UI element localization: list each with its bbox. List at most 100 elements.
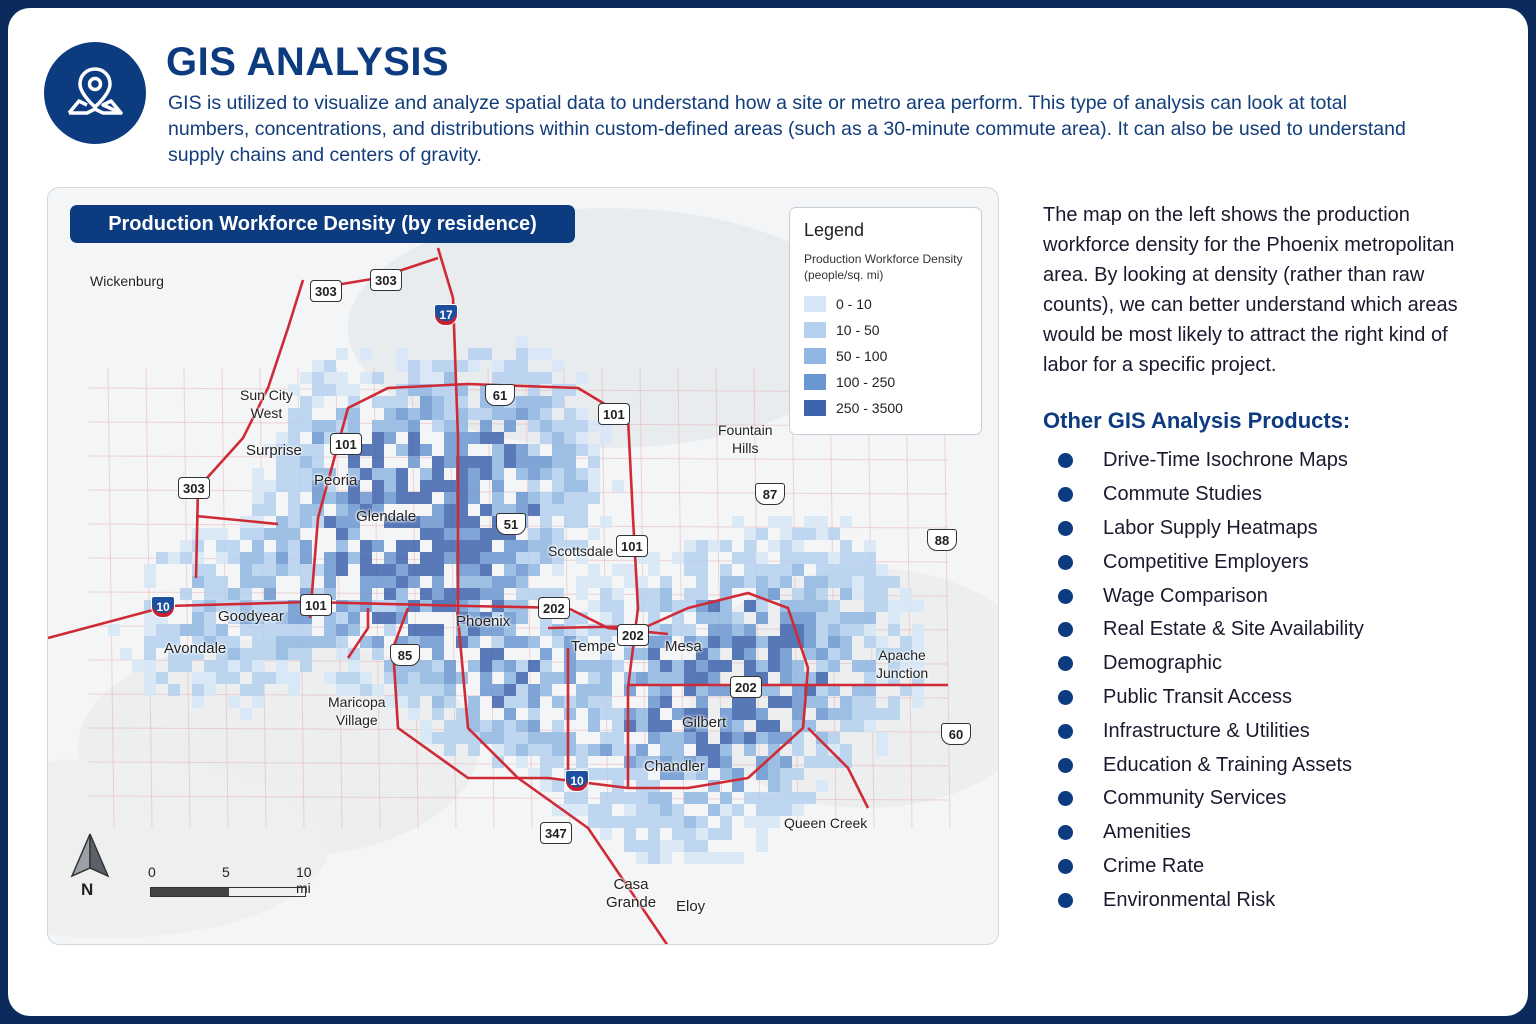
density-cell	[648, 672, 660, 684]
bullet-icon	[1058, 858, 1073, 874]
density-cell	[444, 684, 456, 696]
density-cell	[648, 792, 660, 804]
density-cell	[672, 744, 684, 756]
density-cell	[828, 708, 840, 720]
density-cell	[744, 708, 756, 720]
legend-swatch	[804, 322, 826, 338]
density-cell	[528, 564, 540, 576]
density-cell	[180, 540, 192, 552]
density-cell	[264, 612, 276, 624]
map-canvas[interactable]	[48, 188, 999, 945]
density-cell	[588, 708, 600, 720]
density-cell	[552, 456, 564, 468]
density-cell	[828, 528, 840, 540]
density-cell	[516, 588, 528, 600]
density-cell	[672, 552, 684, 564]
density-cell	[348, 624, 360, 636]
highway-line	[391, 591, 810, 790]
density-cell	[372, 456, 384, 468]
density-cell	[252, 468, 264, 480]
density-cell	[216, 528, 228, 540]
density-cell	[516, 564, 528, 576]
density-cell	[516, 444, 528, 456]
density-cell	[144, 660, 156, 672]
density-cell	[216, 648, 228, 660]
density-cell	[516, 756, 528, 768]
density-cell	[660, 672, 672, 684]
density-cell	[552, 564, 564, 576]
legend-label: 100 - 250	[836, 374, 896, 390]
density-cell	[876, 636, 888, 648]
density-cell	[420, 444, 432, 456]
density-cell	[600, 816, 612, 828]
density-cell	[804, 600, 816, 612]
density-cell	[408, 576, 420, 588]
density-cell	[300, 576, 312, 588]
density-cell	[240, 684, 252, 696]
intro-text: GIS is utilized to visualize and analyze…	[168, 92, 1406, 166]
density-cell	[420, 636, 432, 648]
density-cell	[216, 552, 228, 564]
map-panel[interactable]: Production Workforce Density (by residen…	[47, 187, 999, 945]
density-cell	[732, 768, 744, 780]
products-title: Other GIS Analysis Products:	[1043, 408, 1351, 433]
density-cell	[576, 372, 588, 384]
density-cell	[192, 612, 204, 624]
density-cell	[648, 564, 660, 576]
density-cell	[168, 552, 180, 564]
density-cell	[384, 612, 396, 624]
density-cell	[432, 372, 444, 384]
density-cell	[444, 696, 456, 708]
density-cell	[480, 348, 492, 360]
page-title: GIS ANALYSIS	[166, 40, 450, 84]
density-cell	[792, 792, 804, 804]
density-cell	[240, 624, 252, 636]
density-cell	[408, 456, 420, 468]
density-cell	[312, 360, 324, 372]
map-pin-icon	[67, 67, 123, 115]
density-cell	[864, 624, 876, 636]
density-cell	[468, 624, 480, 636]
density-cell	[732, 732, 744, 744]
density-cell	[516, 720, 528, 732]
density-cell	[612, 612, 624, 624]
density-cell	[720, 624, 732, 636]
density-cell	[636, 648, 648, 660]
density-cell	[456, 360, 468, 372]
density-cell	[684, 540, 696, 552]
density-cell	[252, 696, 264, 708]
density-cell	[660, 732, 672, 744]
density-cell	[696, 612, 708, 624]
density-cell	[648, 852, 660, 864]
density-cell	[408, 432, 420, 444]
product-item: Commute Studies	[1043, 478, 1483, 512]
density-cell	[204, 564, 216, 576]
density-cell	[576, 792, 588, 804]
density-cell	[432, 528, 444, 540]
density-cell	[780, 552, 792, 564]
density-cell	[612, 744, 624, 756]
density-cell	[720, 768, 732, 780]
density-cell	[336, 516, 348, 528]
density-cell	[912, 600, 924, 612]
density-cell	[768, 636, 780, 648]
density-cell	[576, 756, 588, 768]
density-cell	[840, 612, 852, 624]
density-cell	[732, 612, 744, 624]
density-cell	[876, 648, 888, 660]
density-cell	[384, 552, 396, 564]
density-cell	[468, 468, 480, 480]
density-cell	[696, 660, 708, 672]
density-cell	[216, 660, 228, 672]
density-cell	[888, 600, 900, 612]
density-cell	[480, 720, 492, 732]
density-cell	[492, 444, 504, 456]
density-cell	[276, 432, 288, 444]
density-cell	[204, 528, 216, 540]
density-cell	[504, 732, 516, 744]
density-cell	[900, 648, 912, 660]
density-cell	[468, 516, 480, 528]
density-cell	[228, 540, 240, 552]
product-item: Wage Comparison	[1043, 579, 1483, 613]
density-cell	[792, 588, 804, 600]
